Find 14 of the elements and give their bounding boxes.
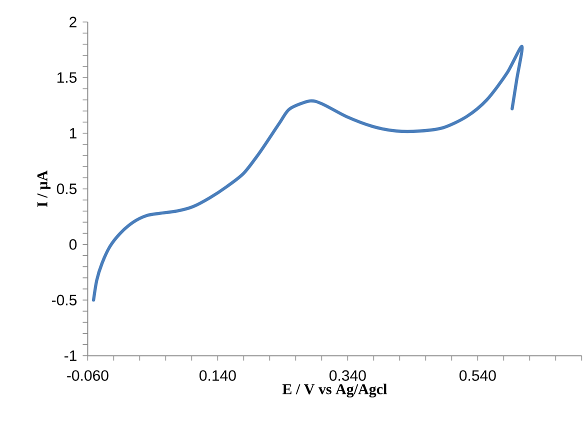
y-axis-title: I / µA — [37, 170, 50, 207]
x-tick-label: 0.540 — [460, 370, 496, 381]
y-tick-label: 0.5 — [56, 184, 77, 194]
x-axis-title: E / V vs Ag/Agcl — [282, 384, 387, 398]
x-tick-label: 0.140 — [200, 370, 236, 381]
x-tick-label: -0.060 — [67, 370, 108, 381]
y-tick-label: 1 — [70, 128, 76, 138]
y-tick-label: 2 — [70, 16, 76, 28]
line-series — [92, 44, 524, 302]
y-tick-label: 1.5 — [57, 72, 77, 83]
y-tick-label: -1 — [64, 350, 76, 361]
y-tick-label: -0.5 — [52, 294, 77, 306]
y-tick-label: 0 — [69, 239, 77, 250]
x-tick-label: 0.340 — [330, 370, 366, 381]
